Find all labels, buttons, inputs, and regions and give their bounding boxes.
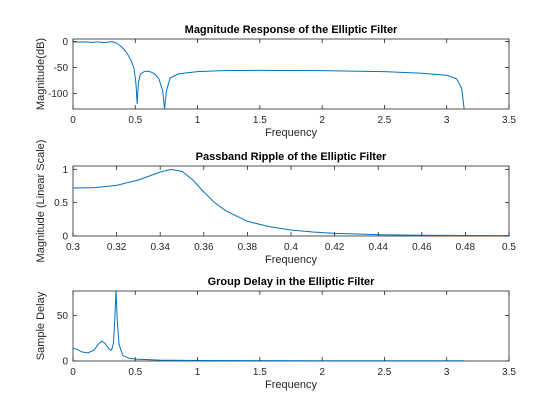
x-tick-label: 0.5 [128, 115, 142, 126]
x-tick-label: 1 [195, 367, 201, 378]
series-line-1-1 [73, 41, 465, 109]
x-tick-label: 3.5 [502, 115, 516, 126]
series-line-2-1 [73, 168, 509, 236]
x-tick-label: 1.5 [253, 115, 267, 126]
y-axis-label-2: Magnitude (Linear Scale) [35, 140, 47, 263]
x-tick-label: 0.42 [325, 242, 345, 253]
x-tick-label: 3 [444, 115, 450, 126]
x-tick-label: 0.34 [150, 242, 170, 253]
chart-title-1: Magnitude Response of the Elliptic Filte… [185, 24, 398, 36]
x-axis-label-2: Frequency [265, 254, 317, 266]
axes-box-1 [72, 38, 510, 110]
x-tick-label: 0.36 [194, 242, 214, 253]
axes-box-2 [72, 165, 510, 237]
x-tick-label: 0.38 [238, 242, 258, 253]
x-tick-label: 0 [70, 115, 76, 126]
y-axis-label-1: Magnitude(dB) [35, 38, 47, 110]
chart-title-2: Passband Ripple of the Elliptic Filter [196, 151, 387, 163]
y-tick-label: 0.5 [54, 198, 68, 209]
x-tick-label: 3 [444, 367, 450, 378]
x-tick-label: 0.48 [456, 242, 476, 253]
x-tick-label: 2.5 [377, 367, 391, 378]
chart-title-3: Group Delay in the Elliptic Filter [208, 276, 376, 288]
y-tick-label: 50 [57, 311, 69, 322]
x-tick-label: 1.5 [253, 367, 267, 378]
x-tick-label: 0.32 [107, 242, 127, 253]
x-tick-label: 0.4 [284, 242, 298, 253]
y-tick-label: -50 [54, 63, 69, 74]
y-axis-label-3: Sample Delay [35, 291, 47, 360]
x-tick-label: 0.44 [368, 242, 388, 253]
x-tick-label: 1 [195, 115, 201, 126]
x-tick-label: 3.5 [502, 367, 516, 378]
x-tick-label: 0.46 [412, 242, 432, 253]
x-axis-label-1: Frequency [265, 127, 317, 139]
y-tick-label: -100 [48, 89, 68, 100]
x-tick-label: 0.5 [128, 367, 142, 378]
axes-box-3 [72, 290, 510, 362]
x-tick-label: 2 [319, 367, 325, 378]
series-line-3-1 [73, 291, 465, 361]
x-tick-label: 2 [319, 115, 325, 126]
y-tick-label: 1 [62, 165, 68, 176]
x-tick-label: 0.3 [66, 242, 80, 253]
x-tick-label: 2.5 [377, 115, 391, 126]
y-tick-label: 0 [62, 37, 68, 48]
x-tick-label: 0 [70, 367, 76, 378]
x-axis-label-3: Frequency [265, 379, 317, 391]
y-tick-label: 0 [62, 357, 68, 368]
y-tick-label: 0 [62, 232, 68, 243]
x-tick-label: 0.5 [502, 242, 516, 253]
